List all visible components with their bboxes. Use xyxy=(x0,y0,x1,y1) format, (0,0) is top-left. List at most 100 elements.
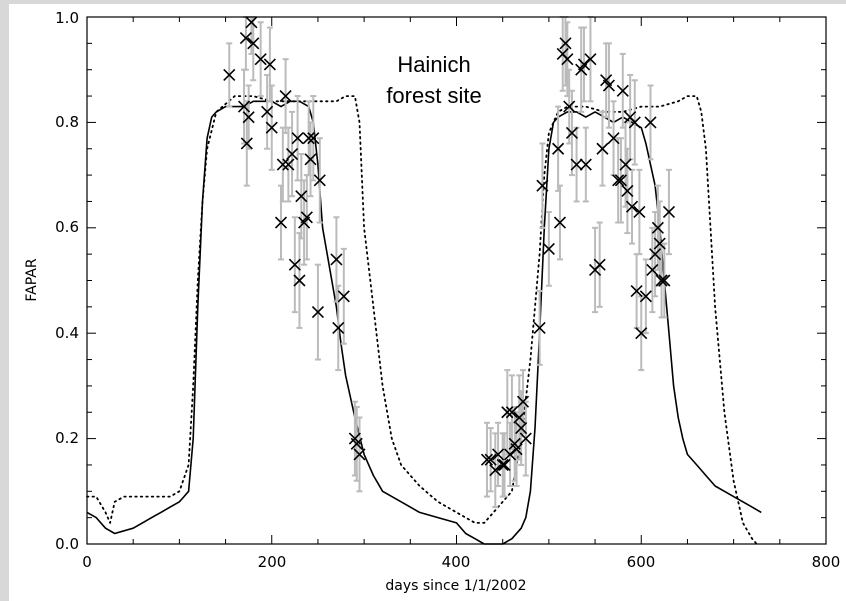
data-point-69 xyxy=(612,174,625,187)
data-point-68 xyxy=(607,132,620,145)
data-point-22 xyxy=(302,132,315,145)
y-tick-label-0.8: 0.8 xyxy=(55,113,79,131)
data-point-67 xyxy=(602,79,615,92)
data-point-1 xyxy=(237,100,251,113)
y-tick-label-0.2: 0.2 xyxy=(55,429,79,447)
y-axis-label: FAPAR xyxy=(24,258,40,301)
data-point-72 xyxy=(619,158,632,171)
data-point-33 xyxy=(480,453,494,466)
x-tick-label-400: 400 xyxy=(442,553,471,571)
data-point-44 xyxy=(513,411,526,424)
data-point-25 xyxy=(311,306,325,319)
data-point-7 xyxy=(254,53,267,66)
data-point-16 xyxy=(288,258,301,271)
data-point-51 xyxy=(552,142,565,155)
data-point-76 xyxy=(628,116,641,129)
data-point-37 xyxy=(496,458,509,472)
data-point-36 xyxy=(492,448,505,461)
data-point-2 xyxy=(239,32,252,45)
data-point-88 xyxy=(662,205,676,219)
data-point-6 xyxy=(247,37,260,50)
y-tick-label-1.0: 1.0 xyxy=(55,9,79,27)
data-point-65 xyxy=(596,142,609,155)
data-point-31 xyxy=(350,437,363,450)
data-point-73 xyxy=(621,184,634,197)
x-axis-label: days since 1/1/2002 xyxy=(385,578,526,594)
x-tick-label-800: 800 xyxy=(812,553,841,571)
data-point-26 xyxy=(313,174,326,187)
series-layer xyxy=(86,16,762,545)
data-point-70 xyxy=(614,174,627,187)
data-point-38 xyxy=(498,458,511,472)
y-tick-label-0.6: 0.6 xyxy=(55,218,79,236)
data-point-32 xyxy=(353,448,366,461)
data-point-82 xyxy=(646,263,659,277)
data-point-34 xyxy=(484,453,497,466)
data-point-15 xyxy=(286,147,299,161)
data-point-27 xyxy=(330,253,343,266)
data-point-9 xyxy=(263,58,276,71)
data-point-61 xyxy=(579,158,592,171)
data-point-28 xyxy=(332,321,345,334)
x-tick-label-0: 0 xyxy=(82,553,92,571)
data-point-29 xyxy=(337,290,350,303)
data-point-12 xyxy=(276,158,289,171)
dotted-model-line xyxy=(86,95,758,545)
data-point-50 xyxy=(542,242,555,255)
data-point-71 xyxy=(616,84,629,97)
annotation-line-2: forest site xyxy=(386,83,481,108)
data-point-75 xyxy=(625,200,639,213)
data-point-4 xyxy=(242,111,255,124)
data-point-78 xyxy=(633,205,646,219)
data-point-40 xyxy=(504,448,517,461)
data-point-3 xyxy=(240,137,253,150)
data-point-85 xyxy=(653,237,666,250)
data-point-41 xyxy=(505,406,518,419)
data-point-39 xyxy=(501,406,514,419)
data-point-0 xyxy=(223,68,236,82)
data-point-87 xyxy=(658,274,671,287)
data-point-43 xyxy=(510,443,523,456)
data-point-52 xyxy=(553,216,567,229)
data-point-55 xyxy=(561,53,574,66)
data-point-24 xyxy=(307,132,320,145)
data-point-57 xyxy=(565,126,579,140)
observations-series xyxy=(223,16,676,509)
data-point-35 xyxy=(489,464,502,477)
data-point-45 xyxy=(515,421,528,435)
data-point-60 xyxy=(577,58,591,71)
data-point-79 xyxy=(635,327,648,340)
data-point-54 xyxy=(559,37,572,50)
data-point-46 xyxy=(516,395,530,408)
data-point-14 xyxy=(282,158,295,171)
data-point-49 xyxy=(536,179,549,192)
data-point-81 xyxy=(644,116,657,129)
data-point-56 xyxy=(563,100,576,113)
solid-model-line xyxy=(86,100,762,545)
data-point-5 xyxy=(245,16,258,29)
data-point-83 xyxy=(649,248,662,261)
y-tick-label-0.0: 0.0 xyxy=(55,535,79,553)
left-border xyxy=(0,0,9,601)
data-point-13 xyxy=(279,89,292,103)
data-point-58 xyxy=(570,158,583,171)
data-point-17 xyxy=(291,132,304,145)
data-point-21 xyxy=(300,211,313,224)
data-point-84 xyxy=(651,221,664,234)
data-point-48 xyxy=(533,321,546,334)
ticks-layer xyxy=(86,16,827,545)
data-point-19 xyxy=(295,190,308,203)
x-tick-label-600: 600 xyxy=(627,553,656,571)
y-tick-label-0.4: 0.4 xyxy=(55,324,79,342)
data-point-11 xyxy=(274,216,288,229)
data-point-77 xyxy=(630,284,643,298)
x-tick-label-200: 200 xyxy=(258,553,287,571)
data-point-80 xyxy=(639,290,652,303)
data-point-62 xyxy=(584,53,597,66)
data-point-86 xyxy=(655,274,668,287)
data-point-10 xyxy=(265,121,278,134)
top-border xyxy=(0,0,846,4)
data-point-23 xyxy=(304,153,317,166)
